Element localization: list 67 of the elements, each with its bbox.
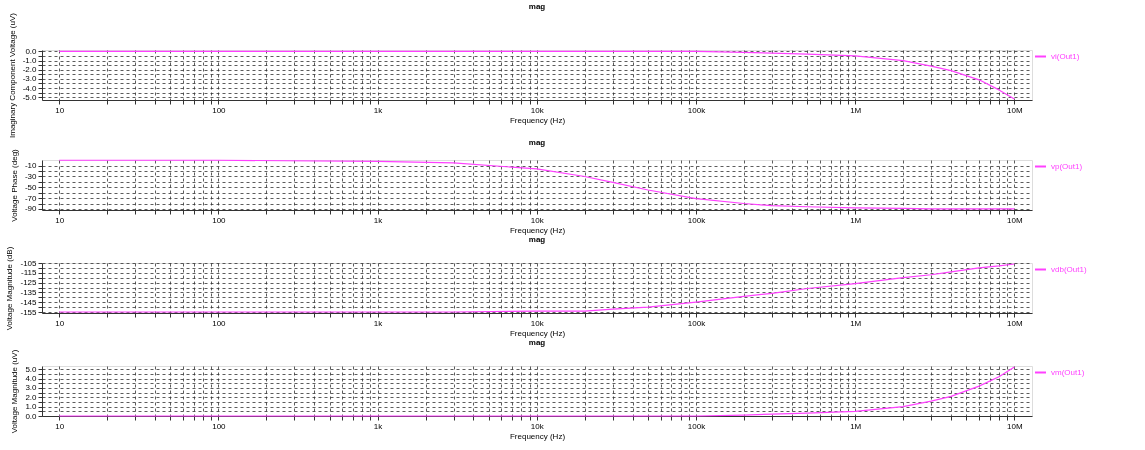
x-tick-label: 10k xyxy=(530,318,545,328)
chart-title: mag xyxy=(528,137,546,147)
x-tick-label: 10k xyxy=(530,421,545,431)
y-tick-label: -1.0 xyxy=(22,56,38,66)
x-tick-label: 1M xyxy=(850,421,862,431)
x-tick-label: 100k xyxy=(687,318,707,328)
x-tick-label: 10 xyxy=(55,105,65,115)
y-tick-label: 1.0 xyxy=(25,402,38,412)
y-axis-title: Voltage Phase (deg) xyxy=(9,148,19,222)
x-tick-label: 100k xyxy=(687,215,707,225)
y-tick-label: -105 xyxy=(20,258,38,268)
y-tick-label: -115 xyxy=(21,268,38,278)
x-tick-label: 100k xyxy=(687,105,707,115)
chart-title: mag xyxy=(528,338,546,348)
x-tick-label: 100k xyxy=(687,421,707,431)
legend-label: vdb(Out1) xyxy=(1051,264,1087,274)
y-tick-label: -135 xyxy=(20,287,38,297)
y-tick-label: -2.0 xyxy=(22,65,38,75)
y-tick-label: 2.0 xyxy=(25,392,38,402)
x-tick-label: 10 xyxy=(55,421,65,431)
x-tick-label: 10M xyxy=(1007,318,1024,328)
x-tick-label: 1k xyxy=(373,318,384,328)
x-axis-title: Frequency (Hz) xyxy=(509,328,566,338)
y-tick-label: -3.0 xyxy=(22,74,38,84)
y-tick-label: 4.0 xyxy=(25,374,38,384)
x-tick-label: 10k xyxy=(530,105,545,115)
y-tick-label: -50 xyxy=(24,182,38,192)
x-tick-label: 10M xyxy=(1007,215,1024,225)
x-tick-label: 1k xyxy=(373,215,384,225)
x-axis-title: Frequency (Hz) xyxy=(509,225,566,235)
x-tick-label: 1k xyxy=(373,105,384,115)
y-tick-label: 3.0 xyxy=(25,383,38,393)
y-tick-label: 0.0 xyxy=(25,46,38,56)
x-tick-label: 1k xyxy=(373,421,384,431)
x-tick-label: 1M xyxy=(850,105,862,115)
y-tick-label: -125 xyxy=(20,278,38,288)
y-tick-label: -4.0 xyxy=(22,83,38,93)
x-tick-label: 1M xyxy=(850,215,862,225)
x-tick-label: 100 xyxy=(212,318,227,328)
y-tick-label: -90 xyxy=(24,204,38,214)
y-axis-title: Voltage Magnitude (dB) xyxy=(5,246,15,331)
y-tick-label: -70 xyxy=(24,193,38,203)
x-tick-label: 10M xyxy=(1007,421,1024,431)
text: vm(Out1) xyxy=(1051,367,1085,377)
chart-title: mag xyxy=(528,235,546,245)
x-axis-title: Frequency (Hz) xyxy=(509,431,566,441)
x-tick-label: 100 xyxy=(212,105,227,115)
chart-title: mag xyxy=(528,1,546,11)
legend-label: vi(Out1) xyxy=(1051,51,1080,61)
y-tick-label: -10 xyxy=(24,161,38,171)
x-tick-label: 10 xyxy=(55,215,65,225)
y-axis-title: Voltage Magnitude (uV) xyxy=(10,349,20,434)
y-tick-label: 5.0 xyxy=(25,364,38,374)
x-tick-label: 10 xyxy=(55,318,65,328)
y-tick-label: -5.0 xyxy=(22,92,38,102)
y-tick-label: -30 xyxy=(24,171,38,181)
x-tick-label: 10k xyxy=(530,215,545,225)
y-tick-label: -145 xyxy=(20,297,38,307)
y-tick-label: -155 xyxy=(20,307,38,317)
y-axis-title: Imaginary Component Voltage (uV) xyxy=(7,12,17,138)
x-tick-label: 1M xyxy=(850,318,862,328)
x-tick-label: 100 xyxy=(212,421,227,431)
text: vp(Out1) xyxy=(1051,161,1083,171)
x-tick-label: 100 xyxy=(212,215,227,225)
x-axis-title: Frequency (Hz) xyxy=(509,115,566,125)
y-tick-label: 0.0 xyxy=(25,411,38,421)
x-tick-label: 10M xyxy=(1007,105,1024,115)
